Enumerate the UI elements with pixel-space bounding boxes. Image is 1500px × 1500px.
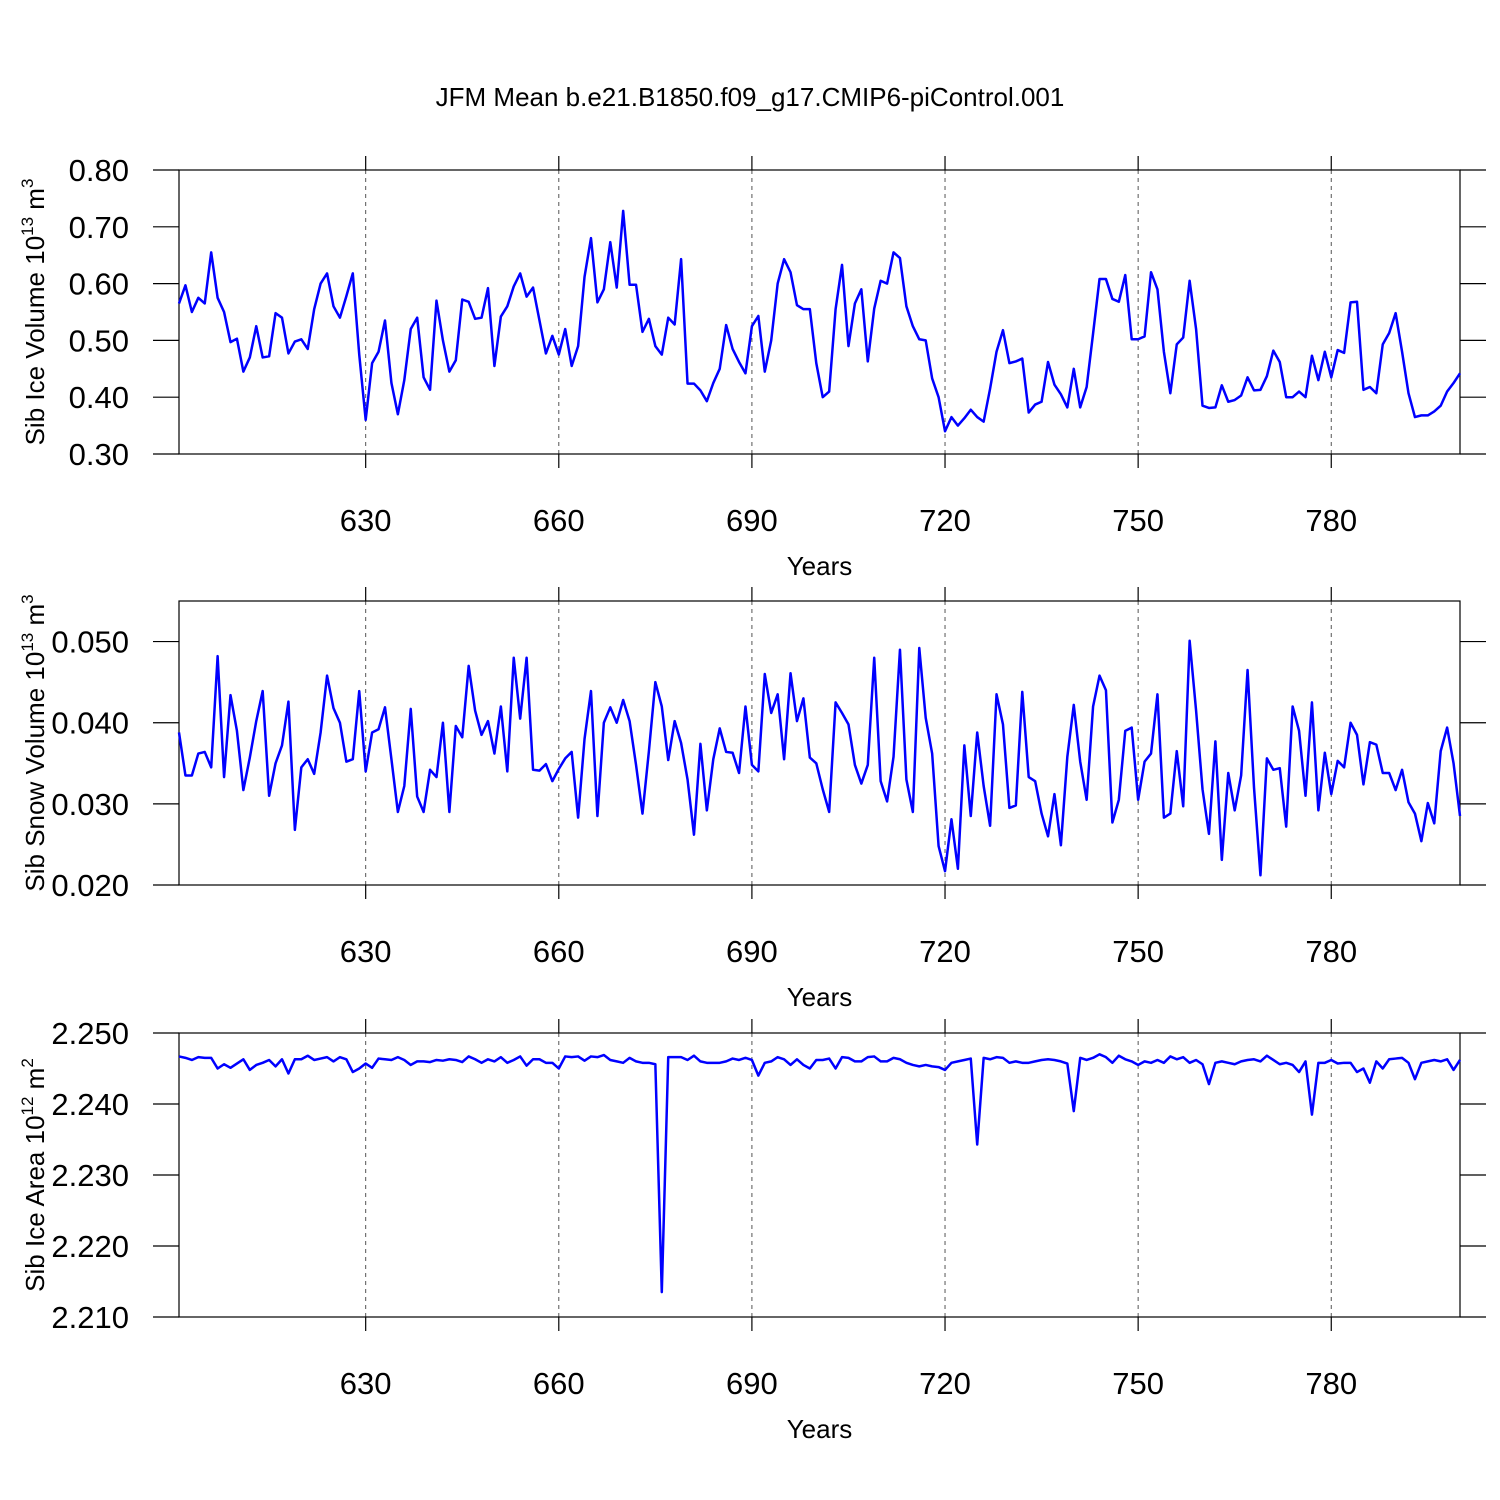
y-tick-label: 2.240 — [51, 1087, 129, 1122]
y-axis-label: Sib Ice Area 1012 m2 — [18, 1058, 50, 1292]
x-tick-label: 780 — [1305, 934, 1357, 969]
plot-frame — [178, 1032, 1461, 1318]
y-tick-label: 0.040 — [51, 706, 129, 741]
y-label-exp: 12 — [18, 1097, 37, 1116]
x-axis-label: Years — [787, 982, 853, 1012]
x-tick-label: 630 — [340, 934, 392, 969]
x-tick-label: 720 — [919, 1366, 971, 1401]
y-label-text: Sib Ice Volume 10 — [20, 236, 50, 446]
x-tick-label: 660 — [533, 1366, 585, 1401]
y-tick-label: 0.030 — [51, 787, 129, 822]
y-label-exp: 13 — [18, 633, 37, 652]
y-tick-label: 0.050 — [51, 625, 129, 660]
data-line — [177, 209, 1462, 433]
x-tick-label: 750 — [1112, 503, 1164, 538]
data-line — [177, 639, 1462, 877]
x-tick-label: 630 — [340, 503, 392, 538]
y-label-unit: m — [20, 1068, 50, 1097]
x-tick-label: 720 — [919, 503, 971, 538]
y-label-unit-exp: 3 — [18, 179, 37, 188]
y-axis-label: Sib Ice Volume 1013 m3 — [18, 179, 50, 446]
y-tick-label: 0.70 — [69, 210, 129, 245]
y-tick-label: 0.020 — [51, 868, 129, 903]
y-tick-label: 0.50 — [69, 323, 129, 358]
y-label-text: Sib Ice Area 10 — [20, 1115, 50, 1291]
y-label-unit-exp: 2 — [18, 1058, 37, 1067]
y-tick-label: 0.40 — [69, 380, 129, 415]
x-tick-label: 660 — [533, 934, 585, 969]
y-label-unit: m — [20, 188, 50, 217]
y-tick-label: 2.230 — [51, 1158, 129, 1193]
x-tick-label: 660 — [533, 503, 585, 538]
y-tick-label: 2.210 — [51, 1300, 129, 1335]
x-tick-label: 690 — [726, 503, 778, 538]
plot-frame — [178, 169, 1461, 455]
x-tick-label: 750 — [1112, 934, 1164, 969]
x-axis-label: Years — [787, 1414, 853, 1444]
y-label-unit: m — [20, 604, 50, 633]
x-tick-label: 780 — [1305, 503, 1357, 538]
chart-title: JFM Mean b.e21.B1850.f09_g17.CMIP6-piCon… — [436, 82, 1065, 112]
y-label-exp: 13 — [18, 217, 37, 236]
y-label-unit-exp: 3 — [18, 594, 37, 603]
y-tick-label: 0.30 — [69, 437, 129, 472]
x-tick-label: 630 — [340, 1366, 392, 1401]
y-tick-label: 0.60 — [69, 267, 129, 302]
x-axis-label: Years — [787, 551, 853, 581]
y-label-text: Sib Snow Volume 10 — [20, 652, 50, 892]
x-tick-label: 750 — [1112, 1366, 1164, 1401]
data-line — [178, 1053, 1462, 1294]
y-tick-label: 2.250 — [51, 1016, 129, 1051]
x-tick-label: 780 — [1305, 1366, 1357, 1401]
x-tick-label: 690 — [726, 1366, 778, 1401]
x-tick-label: 690 — [726, 934, 778, 969]
plot-frame — [178, 600, 1461, 886]
y-tick-label: 0.80 — [69, 153, 129, 188]
x-tick-label: 720 — [919, 934, 971, 969]
y-axis-label: Sib Snow Volume 1013 m3 — [18, 594, 50, 891]
y-tick-label: 2.220 — [51, 1229, 129, 1264]
